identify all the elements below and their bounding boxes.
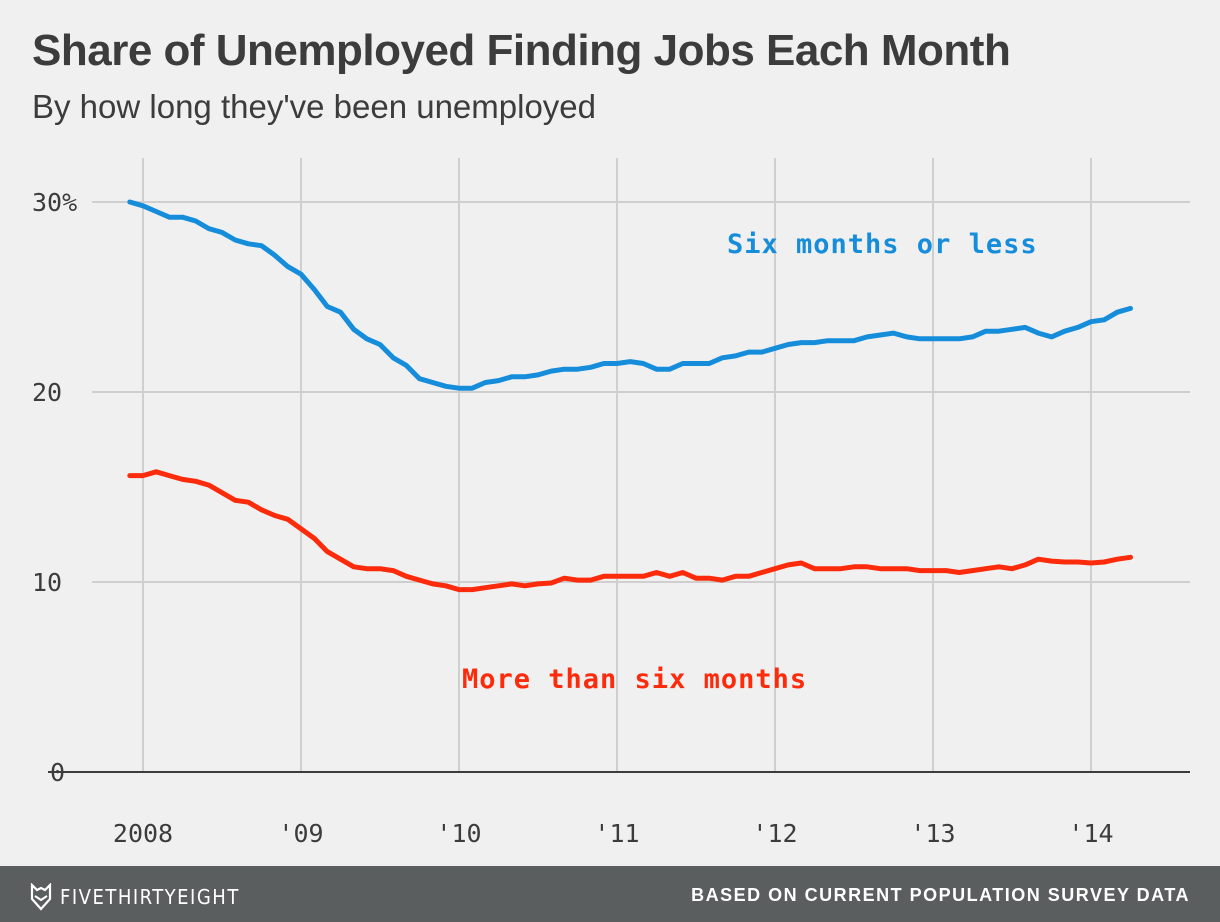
series-lines — [127, 199, 1133, 593]
y-tick-label: 20 — [32, 378, 62, 407]
x-tick-label: '10 — [436, 819, 481, 848]
footer: FIVETHIRTYEIGHT BASED ON CURRENT POPULAT… — [0, 866, 1220, 922]
series-label: Six months or less — [727, 229, 1038, 260]
chart-title: Share of Unemployed Finding Jobs Each Mo… — [32, 26, 1011, 75]
x-tick-label: '14 — [1068, 819, 1113, 848]
x-tick-label: '11 — [594, 819, 639, 848]
brand-name: FIVETHIRTYEIGHT — [60, 885, 240, 909]
source-note: BASED ON CURRENT POPULATION SURVEY DATA — [691, 885, 1190, 905]
grid: 2008 '09 '10 '11 '12 '13 '14 0 10 20 30% — [32, 158, 1190, 848]
fox-icon — [30, 883, 52, 911]
chart-subtitle: By how long they've been unemployed — [32, 88, 597, 125]
y-tick-label: 10 — [32, 568, 62, 597]
line-chart: 2008 '09 '10 '11 '12 '13 '14 0 10 20 30% Six month… — [32, 158, 1190, 848]
brand: FIVETHIRTYEIGHT — [30, 883, 240, 911]
x-tick-label: '09 — [278, 819, 323, 848]
x-tick-label: '13 — [910, 819, 955, 848]
series-labels: Six months or less More than six months — [462, 229, 1038, 695]
x-tick-label: '12 — [752, 819, 797, 848]
x-tick-label: 2008 — [113, 819, 173, 848]
series-line-1 — [127, 469, 1133, 593]
y-tick-label: 30% — [32, 188, 77, 217]
series-label: More than six months — [462, 664, 807, 695]
y-tick-label: 0 — [50, 758, 65, 787]
series-line-0 — [127, 199, 1133, 391]
